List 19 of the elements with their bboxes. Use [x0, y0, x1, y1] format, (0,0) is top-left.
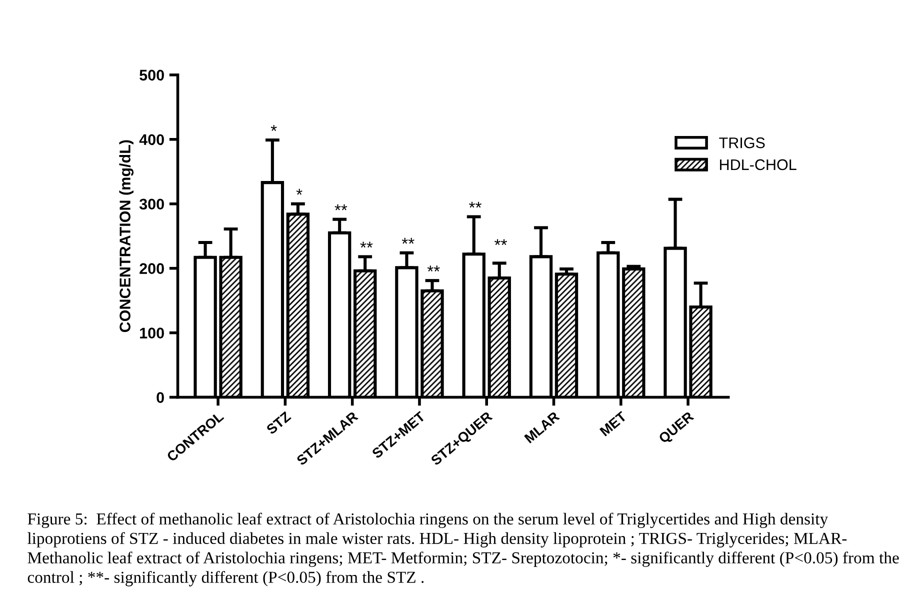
y-tick-label: 0	[156, 392, 164, 403]
y-tick-label: 500	[140, 70, 164, 81]
y-tick-label: 400	[139, 134, 164, 146]
y-tick-label: 300	[139, 198, 164, 210]
annotation: **	[334, 204, 348, 210]
annotation: **	[402, 238, 414, 244]
y-tick-label: 200	[140, 263, 164, 274]
annotation: **	[360, 242, 373, 248]
annotation: **	[469, 202, 482, 208]
annotation: *	[270, 125, 277, 131]
legend-label: TRIGS	[719, 137, 765, 148]
x-tick-label: STZ	[266, 410, 292, 435]
annotation: **	[427, 266, 440, 272]
annotation: *	[296, 188, 302, 195]
y-tick-label: 100	[140, 328, 164, 338]
caption: Figure 5: Effect of methanolic leaf extract of Aristolochia ringens on the serum level of Triglycertides and High density lipoprotiens of STZ - induced diabetes in male wister rats. HDL- High density lipoprotein ; TRIGS- Triglycerides; MLAR- Methanolic leaf extract of Aristolochia ringens; MET- Metformin; STZ- Sreptozotocin; *- significantly different (P<0.05) from the control ; **- significantly different (P<0.05) from the STZ .	[28, 512, 899, 586]
annotation: **	[494, 239, 507, 246]
y-axis-title: CONCENTRATION (mg/dL)	[119, 140, 134, 332]
legend-label: HDL-CHOL	[720, 159, 796, 170]
